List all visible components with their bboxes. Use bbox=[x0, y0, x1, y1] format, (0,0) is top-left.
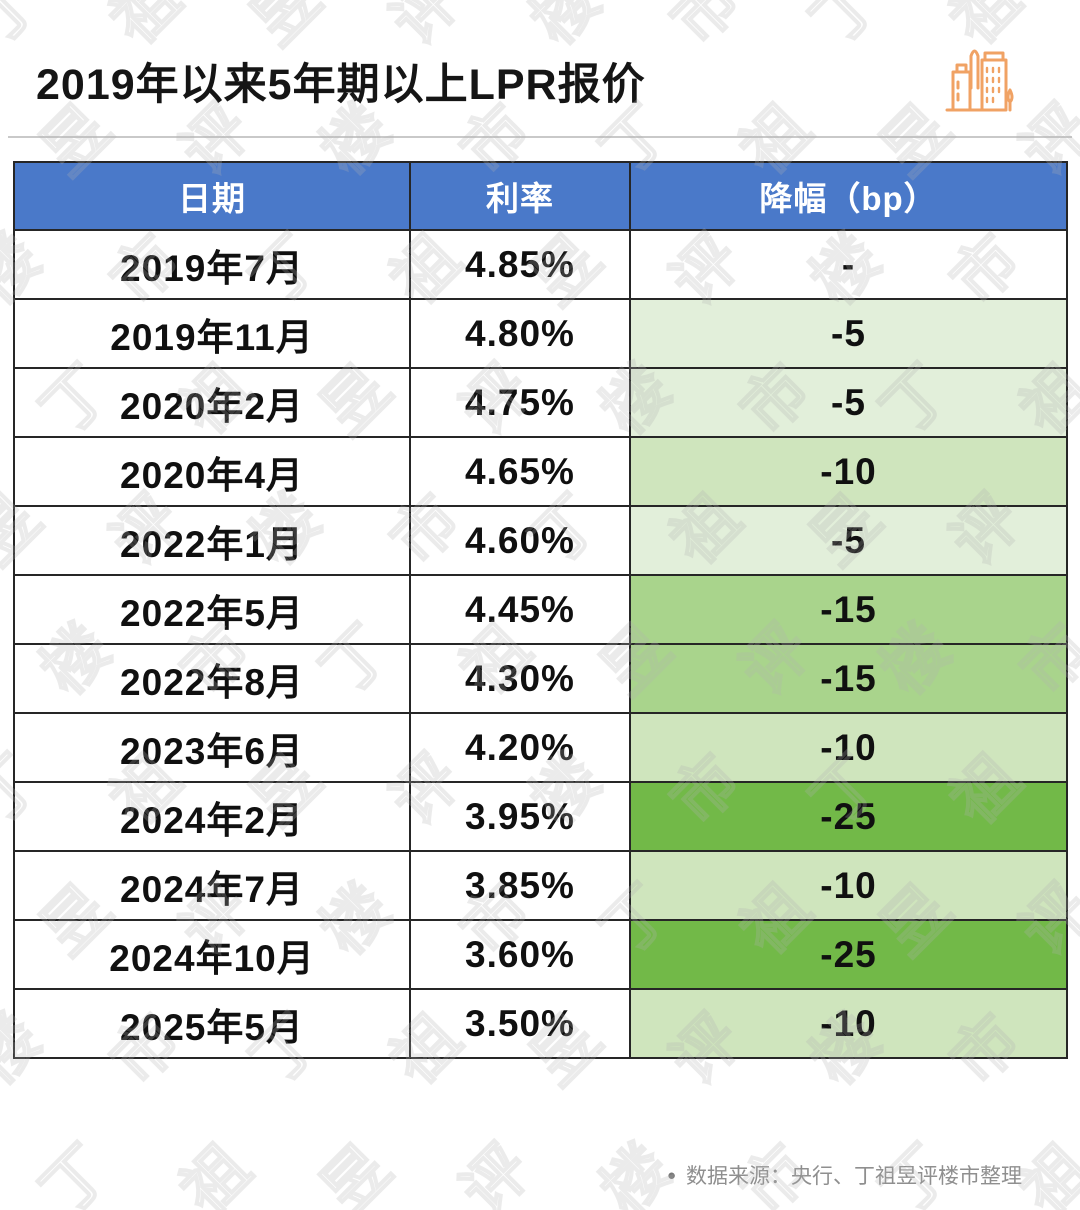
table-row: 2024年10月 3.60% -25 bbox=[13, 919, 1068, 990]
cut-cell: -25 bbox=[629, 781, 1068, 852]
cut-cell: -15 bbox=[629, 643, 1068, 714]
date-cell: 2022年5月 bbox=[13, 574, 411, 645]
bullet-icon: ● bbox=[666, 1166, 676, 1184]
cut-cell: -10 bbox=[629, 712, 1068, 783]
table-row: 2024年7月 3.85% -10 bbox=[13, 850, 1068, 921]
date-cell: 2025年5月 bbox=[13, 988, 411, 1059]
rate-cell: 4.75% bbox=[409, 367, 631, 438]
rate-cell: 4.85% bbox=[409, 229, 631, 300]
rate-cell: 3.50% bbox=[409, 988, 631, 1059]
rate-cell: 4.30% bbox=[409, 643, 631, 714]
col-header-date: 日期 bbox=[13, 161, 411, 231]
page-header: 2019年以来5年期以上LPR报价 bbox=[0, 0, 1080, 136]
title-divider bbox=[8, 136, 1072, 138]
date-cell: 2019年11月 bbox=[13, 298, 411, 369]
rate-cell: 4.45% bbox=[409, 574, 631, 645]
date-cell: 2020年2月 bbox=[13, 367, 411, 438]
table-row: 2019年11月 4.80% -5 bbox=[13, 298, 1068, 369]
date-cell: 2024年10月 bbox=[13, 919, 411, 990]
rate-cell: 4.60% bbox=[409, 505, 631, 576]
table-body: 2019年7月 4.85% - 2019年11月 4.80% -5 2020年2… bbox=[13, 229, 1068, 1059]
table-row: 2023年6月 4.20% -10 bbox=[13, 712, 1068, 783]
rate-cell: 3.95% bbox=[409, 781, 631, 852]
date-cell: 2020年4月 bbox=[13, 436, 411, 507]
date-cell: 2024年2月 bbox=[13, 781, 411, 852]
date-cell: 2024年7月 bbox=[13, 850, 411, 921]
rate-cell: 4.80% bbox=[409, 298, 631, 369]
table-row: 2022年5月 4.45% -15 bbox=[13, 574, 1068, 645]
lpr-table: 日期 利率 降幅（bp） 2019年7月 4.85% - 2019年11月 4.… bbox=[13, 161, 1068, 1059]
rate-cell: 3.60% bbox=[409, 919, 631, 990]
table-row: 2024年2月 3.95% -25 bbox=[13, 781, 1068, 852]
rate-cell: 3.85% bbox=[409, 850, 631, 921]
buildings-icon bbox=[945, 49, 1014, 112]
table-header-row: 日期 利率 降幅（bp） bbox=[13, 161, 1068, 231]
rate-cell: 4.65% bbox=[409, 436, 631, 507]
rate-cell: 4.20% bbox=[409, 712, 631, 783]
cut-cell: -15 bbox=[629, 574, 1068, 645]
cut-cell: -10 bbox=[629, 988, 1068, 1059]
table-row: 2020年2月 4.75% -5 bbox=[13, 367, 1068, 438]
watermark-glyph: 昱 bbox=[306, 1130, 404, 1210]
date-cell: 2022年1月 bbox=[13, 505, 411, 576]
page-title: 2019年以来5年期以上LPR报价 bbox=[36, 61, 646, 109]
col-header-rate: 利率 bbox=[409, 161, 631, 231]
date-cell: 2019年7月 bbox=[13, 229, 411, 300]
source-text: 数据来源：央行、丁祖昱评楼市整理 bbox=[686, 1165, 1022, 1188]
watermark-glyph: 评 bbox=[446, 1130, 544, 1210]
table-row: 2022年1月 4.60% -5 bbox=[13, 505, 1068, 576]
cut-cell: -25 bbox=[629, 919, 1068, 990]
table-row: 2025年5月 3.50% -10 bbox=[13, 988, 1068, 1059]
cut-cell: -10 bbox=[629, 436, 1068, 507]
cut-cell: -5 bbox=[629, 505, 1068, 576]
cut-cell: -10 bbox=[629, 850, 1068, 921]
table-row: 2022年8月 4.30% -15 bbox=[13, 643, 1068, 714]
cut-cell: -5 bbox=[629, 298, 1068, 369]
table-row: 2020年4月 4.65% -10 bbox=[13, 436, 1068, 507]
date-cell: 2022年8月 bbox=[13, 643, 411, 714]
cut-cell: - bbox=[629, 229, 1068, 300]
cut-cell: -5 bbox=[629, 367, 1068, 438]
col-header-cut: 降幅（bp） bbox=[629, 161, 1068, 231]
watermark-glyph: 丁 bbox=[26, 1130, 124, 1210]
table-row: 2019年7月 4.85% - bbox=[13, 229, 1068, 300]
date-cell: 2023年6月 bbox=[13, 712, 411, 783]
watermark-glyph: 祖 bbox=[166, 1130, 264, 1210]
source-note: ● 数据来源：央行、丁祖昱评楼市整理 bbox=[667, 1160, 1022, 1190]
